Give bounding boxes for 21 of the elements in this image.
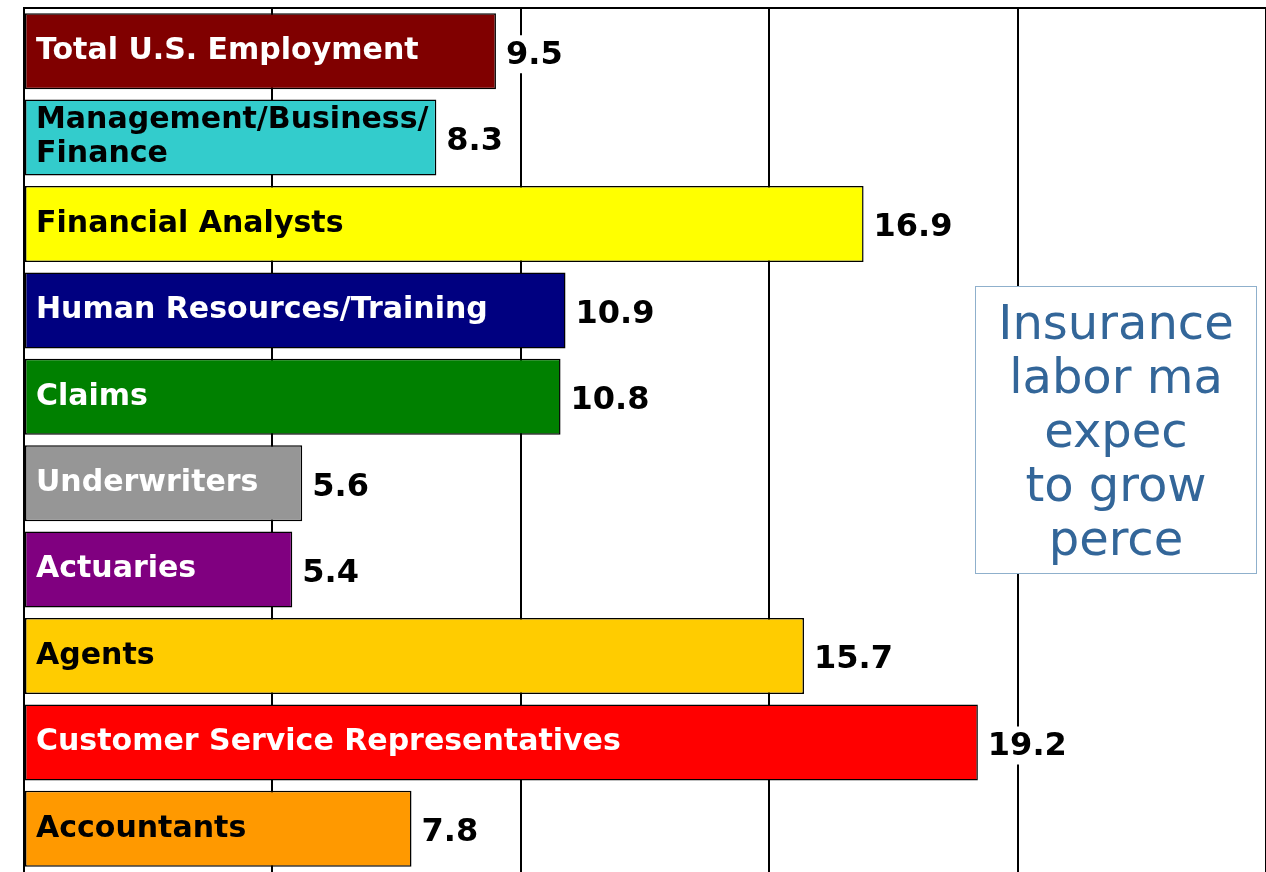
y-tick-label: Claims (36, 376, 148, 412)
y-tick-label: Accountants (36, 808, 247, 844)
data-label: 5.6 (312, 465, 369, 504)
data-label: 5.4 (302, 551, 359, 590)
data-label: 9.5 (505, 33, 563, 72)
data-label: 8.3 (446, 119, 504, 158)
y-tick-label: Total U.S. Employment (36, 31, 419, 66)
y-tick-label: Customer Service Representatives (36, 722, 621, 758)
data-label: 16.9 (873, 206, 953, 245)
y-tick-label: Actuaries (36, 549, 197, 585)
y-tick-label: Agents (36, 635, 155, 671)
data-label: 10.8 (570, 379, 650, 418)
data-label: 10.9 (575, 292, 655, 331)
data-label: 19.2 (987, 724, 1067, 763)
y-tick-label: Management/Business/Finance (36, 100, 429, 170)
text: Insurance labor ma expec to grow perce (975, 286, 1257, 574)
y-tick-label: Human Resources/Training (36, 290, 488, 326)
y-tick-label: Underwriters (36, 463, 259, 498)
y-tick-label: Financial Analysts (36, 203, 344, 239)
data-label: 15.7 (813, 638, 893, 677)
data-label: 7.8 (421, 811, 479, 850)
